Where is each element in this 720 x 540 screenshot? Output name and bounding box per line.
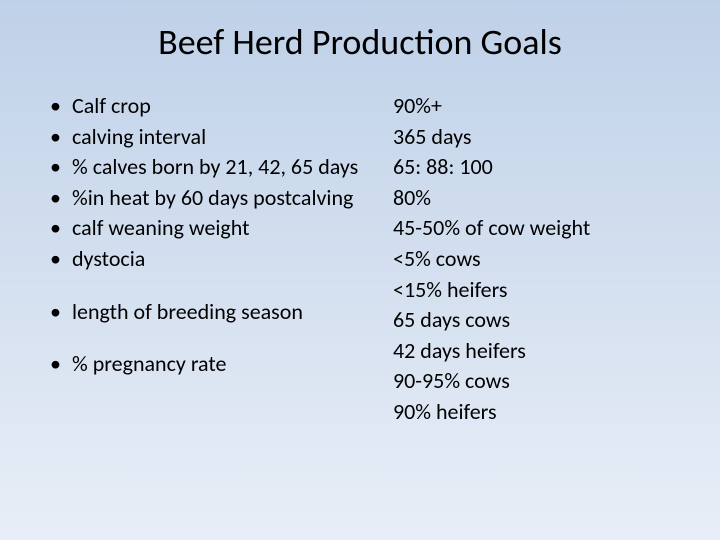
list-item: % pregnancy rate — [50, 350, 393, 379]
metrics-column: Calf crop calving interval % calves born… — [30, 92, 393, 429]
list-item: length of breeding season — [50, 298, 393, 327]
value-text: 45-50% of cow weight — [393, 214, 690, 243]
value-text: 90%+ — [393, 92, 690, 121]
value-text: 90-95% cows — [393, 367, 690, 396]
value-text: 90% heifers — [393, 398, 690, 427]
metrics-list-group3: % pregnancy rate — [50, 350, 393, 379]
value-text: 65 days cows — [393, 306, 690, 335]
value-text: 65: 88: 100 — [393, 153, 690, 182]
content-area: Calf crop calving interval % calves born… — [30, 92, 690, 429]
slide: Beef Herd Production Goals Calf crop cal… — [0, 0, 720, 540]
list-item: % calves born by 21, 42, 65 days — [50, 153, 393, 182]
metrics-list-group2: length of breeding season — [50, 298, 393, 327]
value-text: <5% cows — [393, 245, 690, 274]
slide-title: Beef Herd Production Goals — [30, 20, 690, 64]
value-text: 80% — [393, 184, 690, 213]
value-text: 42 days heifers — [393, 337, 690, 366]
value-text: <15% heifers — [393, 276, 690, 305]
list-item: calf weaning weight — [50, 214, 393, 243]
list-item: dystocia — [50, 245, 393, 274]
values-column: 90%+ 365 days 65: 88: 100 80% 45-50% of … — [393, 92, 690, 429]
list-item: %in heat by 60 days postcalving — [50, 184, 393, 213]
list-item: Calf crop — [50, 92, 393, 121]
value-text: 365 days — [393, 123, 690, 152]
list-item: calving interval — [50, 123, 393, 152]
metrics-list-group1: Calf crop calving interval % calves born… — [50, 92, 393, 274]
